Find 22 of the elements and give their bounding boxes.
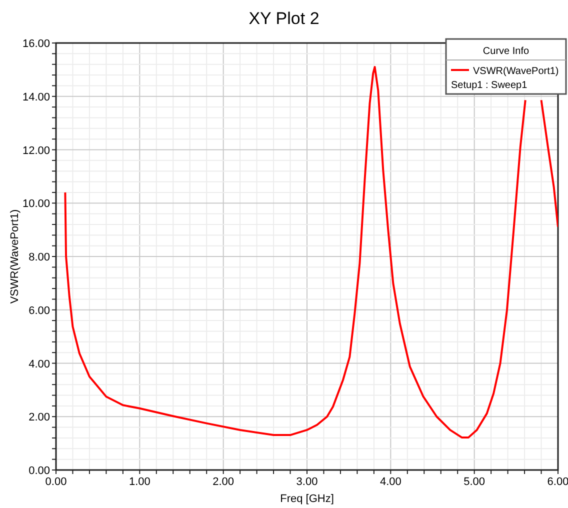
y-tick-label: 6.00 (28, 304, 50, 317)
y-tick-label: 16.00 (22, 38, 50, 50)
y-tick-label: 2.00 (28, 412, 50, 424)
y-tick-label: 8.00 (28, 252, 50, 264)
x-tick-label: 4.00 (380, 476, 402, 488)
annotation: Setup1 : Sweep1 (451, 80, 528, 91)
y-tick-label: 14.00 (22, 91, 50, 104)
x-tick-label: 1.00 (128, 476, 150, 488)
x-tick-label: 2.00 (212, 476, 234, 488)
chart-title: XY Plot 2 (248, 9, 320, 28)
x-tick-label: 5.00 (464, 476, 486, 488)
y-tick-label: 0.00 (28, 465, 50, 477)
legend-label: VSWR(WavePort1) (473, 66, 559, 77)
x-axis-title: Freq [GHz] (280, 493, 334, 505)
x-tick-label: 6.00 (547, 476, 568, 488)
y-tick-label: 4.00 (28, 358, 50, 370)
y-tick-label: 12.00 (22, 144, 50, 157)
x-tick-label: 0.00 (45, 476, 67, 488)
x-tick-label: 3.00 (296, 476, 318, 488)
y-axis-title: VSWR(WavePort1) (9, 209, 21, 304)
legend-title: Curve Info (482, 46, 530, 57)
y-tick-label: 10.00 (22, 198, 50, 210)
